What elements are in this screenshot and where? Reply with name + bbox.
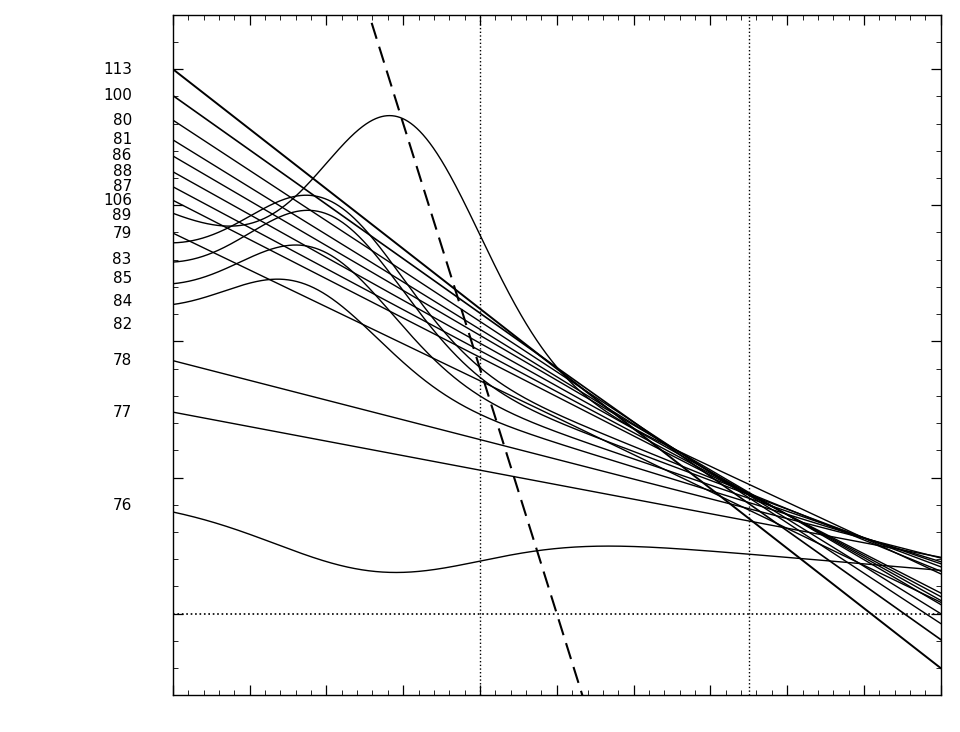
Text: 81: 81 (112, 132, 132, 147)
Text: 113: 113 (103, 61, 132, 77)
Text: 86: 86 (112, 149, 132, 163)
Text: 76: 76 (112, 498, 132, 513)
Text: 84: 84 (112, 294, 132, 309)
Text: 88: 88 (112, 164, 132, 179)
Text: 79: 79 (112, 225, 132, 241)
Text: 82: 82 (112, 318, 132, 332)
Text: 100: 100 (103, 88, 132, 103)
Text: 85: 85 (112, 271, 132, 286)
Text: 80: 80 (112, 113, 132, 127)
Text: 89: 89 (112, 208, 132, 223)
Text: 83: 83 (112, 252, 132, 267)
Text: 77: 77 (112, 405, 132, 419)
Text: 78: 78 (112, 353, 132, 368)
Text: 106: 106 (103, 193, 132, 208)
Text: 87: 87 (112, 179, 132, 194)
